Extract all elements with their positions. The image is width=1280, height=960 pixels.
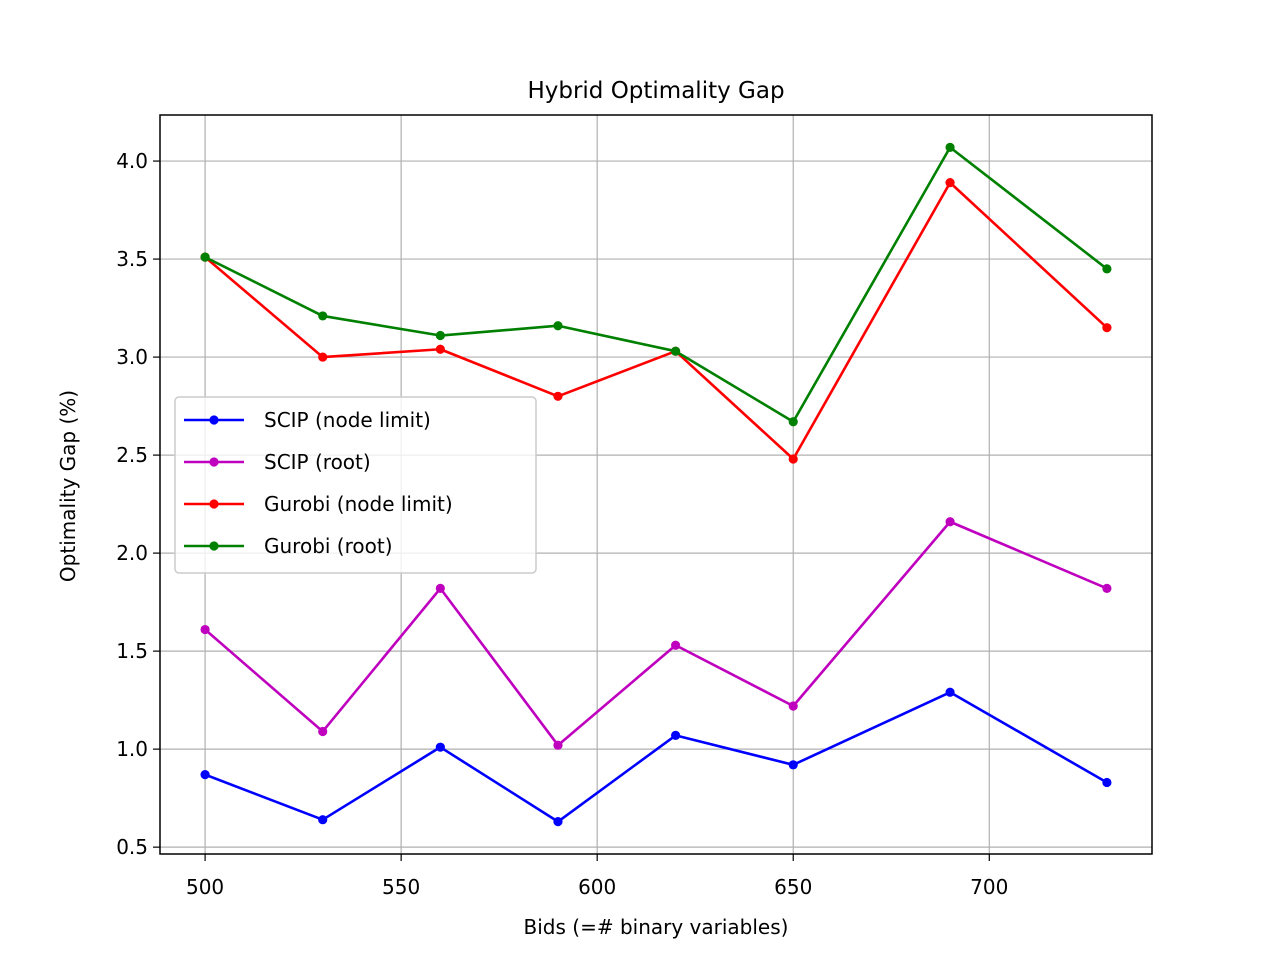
data-point [945,178,955,188]
data-point [671,346,681,356]
data-point [553,321,563,331]
data-point [435,330,445,341]
y-tick-label: 0.5 [116,835,148,859]
y-tick-label: 2.0 [116,541,148,565]
y-tick-label: 2.5 [116,443,148,467]
x-tick-label: 650 [774,875,812,899]
y-tick-label: 3.5 [116,247,148,271]
data-point [671,640,681,650]
x-axis-label: Bids (=# binary variables) [524,915,789,939]
plot-area-frame [159,114,1153,855]
y-tick-label: 1.0 [116,737,148,761]
legend-label: SCIP (root) [264,450,371,474]
legend-label: SCIP (node limit) [264,408,431,432]
y-tick-label: 3.0 [116,345,148,369]
data-point [945,142,955,152]
data-point [1102,777,1112,788]
data-point [1102,323,1112,333]
legend-label: Gurobi (root) [264,534,393,558]
series-group [200,517,1112,750]
legend-frame [174,396,537,574]
data-point [318,815,328,825]
series-layer [200,142,1112,827]
data-point [553,817,563,827]
axis-ticks: 500 550 600 650 700 0.5 1.0 1.5 2.0 2.5 3.0 3.5 4.0 [116,149,1008,899]
x-tick-label: 500 [186,875,224,899]
x-tick-label: 550 [382,875,420,899]
data-point [553,391,563,401]
y-tick-label: 1.5 [116,639,148,663]
data-point [1102,583,1112,593]
data-point [318,726,328,737]
series-group [200,142,1112,427]
data-point [1102,264,1112,274]
data-point [788,701,798,711]
data-point [788,454,798,464]
series-line [203,690,1109,823]
data-point [788,760,798,770]
series-group [200,687,1112,827]
data-point [200,624,210,635]
data-point [318,311,328,321]
legend: SCIP (node limit) SCIP (root) Gurobi (node… [174,396,537,574]
data-point [945,687,955,697]
data-point [788,417,798,427]
data-point [553,740,563,750]
legend-swatch-marker [209,457,219,467]
legend-swatch-marker [209,499,219,509]
data-point [435,742,445,752]
y-axis-label: Optimality Gap (%) [56,390,80,582]
series-line [203,520,1109,747]
legend-swatch-marker [209,415,219,425]
x-tick-label: 600 [578,875,616,899]
data-point [435,583,445,593]
data-point [200,252,210,262]
legend-swatch-marker [209,541,219,551]
data-point [200,770,210,780]
series-line [203,146,1109,424]
data-point [671,730,681,741]
data-point [318,352,328,362]
data-point [435,344,445,354]
legend-label: Gurobi (node limit) [264,492,453,516]
y-tick-label: 4.0 [116,149,148,173]
series-line [203,181,1109,461]
x-tick-label: 700 [970,875,1008,899]
data-point [945,517,955,527]
chart-title: Hybrid Optimality Gap [527,78,784,104]
